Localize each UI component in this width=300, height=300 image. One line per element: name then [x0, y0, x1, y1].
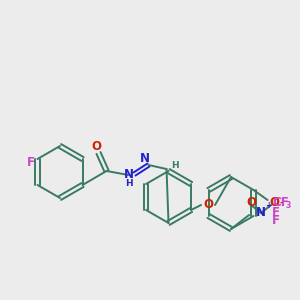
Text: O: O	[92, 140, 101, 152]
Text: O: O	[203, 199, 213, 212]
Text: O: O	[269, 196, 279, 209]
Text: N: N	[256, 206, 266, 220]
Text: O: O	[246, 196, 256, 209]
Text: +: +	[265, 202, 271, 211]
Text: 3: 3	[286, 202, 291, 211]
Text: F: F	[272, 206, 280, 218]
Text: H: H	[171, 160, 178, 169]
Text: N: N	[140, 152, 149, 166]
Text: H: H	[125, 179, 132, 188]
Text: -: -	[279, 199, 283, 208]
Text: N: N	[124, 167, 134, 181]
Text: CF: CF	[272, 196, 289, 208]
Text: F: F	[272, 214, 280, 226]
Text: F: F	[26, 155, 34, 169]
